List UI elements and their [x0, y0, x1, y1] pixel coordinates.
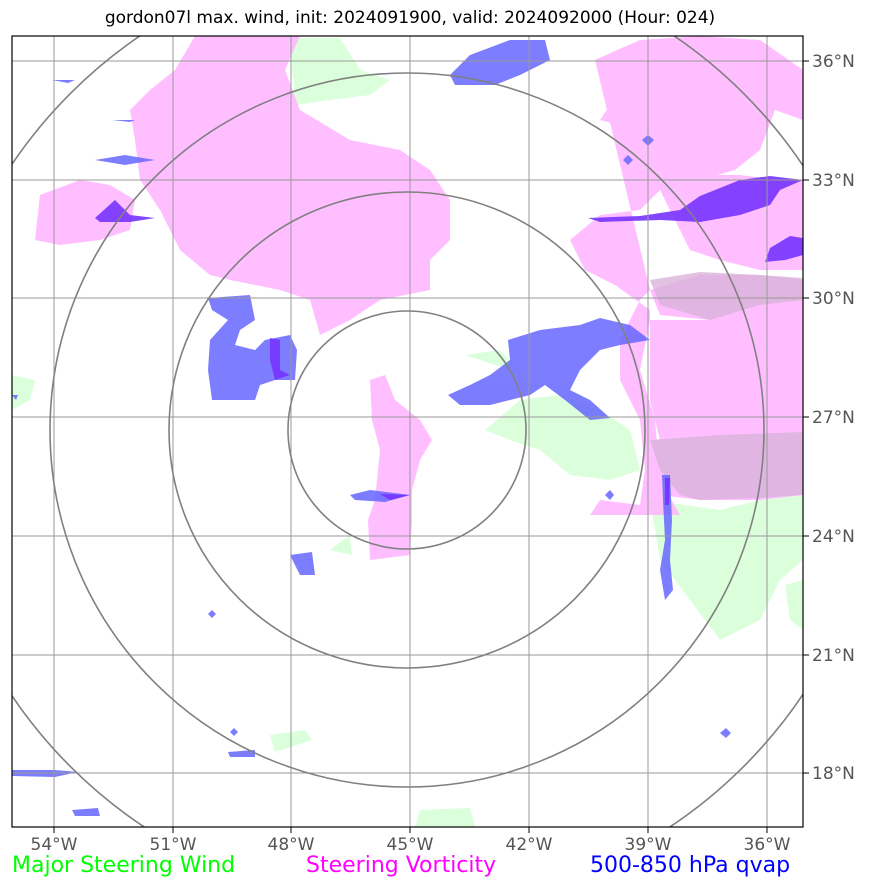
legend-qvap: 500-850 hPa qvap [590, 853, 791, 878]
lat-label: 18°N [812, 764, 855, 784]
lat-label: 21°N [812, 646, 855, 666]
vorticity-overlap-layer [650, 272, 803, 500]
lat-label: 27°N [812, 408, 855, 428]
qvap-layer [12, 40, 731, 816]
legend-steering-wind: Major Steering Wind [12, 853, 236, 878]
lon-label: 45°W [387, 835, 434, 855]
lat-tick-labels: 36°N 33°N 30°N 27°N 24°N 21°N 18°N [812, 52, 855, 784]
map-frame [11, 35, 804, 828]
gridlines [12, 36, 803, 827]
lon-label: 36°W [744, 835, 791, 855]
lon-label: 48°W [268, 835, 315, 855]
range-ring-9deg [49, 72, 765, 788]
legend-steering-vorticity: Steering Vorticity [306, 853, 497, 878]
lat-label: 33°N [812, 171, 855, 191]
lat-label: 36°N [812, 52, 855, 72]
lon-label: 42°W [506, 835, 553, 855]
chart-title: gordon07l max. wind, init: 2024091900, v… [104, 8, 716, 28]
range-ring-6deg [168, 191, 646, 669]
tick-marks [53, 60, 809, 833]
lon-tick-labels: 54°W 51°W 48°W 45°W 42°W 39°W 36°W [31, 835, 791, 855]
lon-label: 51°W [150, 835, 197, 855]
lon-label: 54°W [31, 835, 78, 855]
lat-label: 24°N [812, 527, 855, 547]
range-ring-3deg [287, 310, 527, 550]
lat-label: 30°N [812, 289, 855, 309]
lon-label: 39°W [625, 835, 672, 855]
